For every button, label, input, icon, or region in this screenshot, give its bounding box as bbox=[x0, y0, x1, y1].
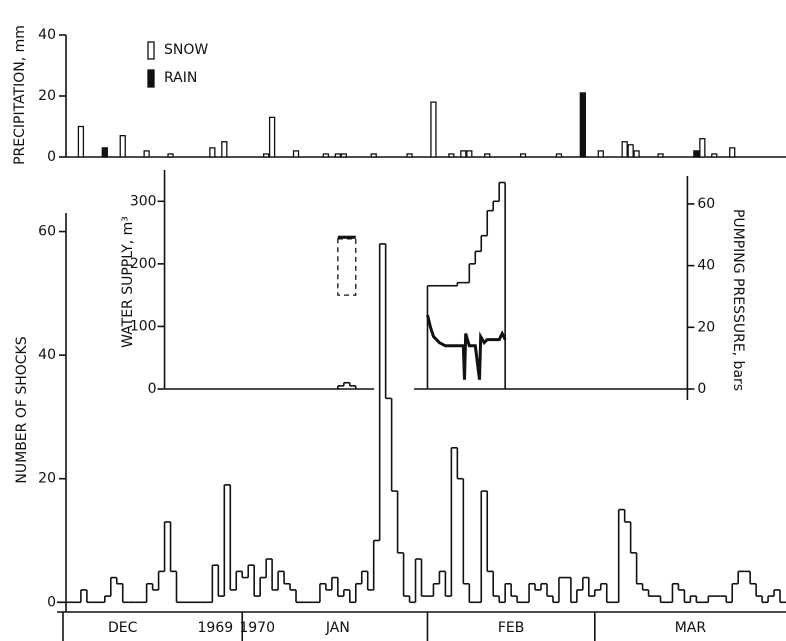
x-tick-label: JAN bbox=[325, 620, 350, 636]
y-tick-label: 300 bbox=[130, 193, 157, 209]
shocks-y-label: NUMBER OF SHOCKS bbox=[14, 336, 30, 483]
y-tick-label: 100 bbox=[130, 318, 157, 334]
precip-bar bbox=[657, 153, 664, 158]
y-tick-label: 20 bbox=[697, 319, 715, 335]
estimate-range bbox=[337, 238, 357, 296]
y-tick-label: 40 bbox=[697, 258, 715, 274]
precip-bar bbox=[621, 141, 628, 158]
precip-bar bbox=[406, 153, 413, 158]
y-tick-label: 60 bbox=[38, 224, 56, 240]
precip-bar bbox=[221, 141, 228, 158]
precip-bar bbox=[334, 153, 341, 158]
estimate-top bbox=[337, 235, 356, 239]
legend-swatch bbox=[147, 69, 155, 88]
y-tick-label: 200 bbox=[130, 256, 157, 272]
precip-bar bbox=[448, 153, 455, 158]
precip-bar bbox=[627, 144, 634, 158]
precip-bar bbox=[292, 150, 300, 158]
legend-swatch bbox=[147, 41, 155, 60]
pressure-line bbox=[426, 314, 507, 380]
x-tick-label: 1969 bbox=[198, 620, 234, 636]
y-tick-label: 0 bbox=[47, 149, 56, 165]
precip-bar bbox=[209, 147, 216, 158]
x-tick-label: MAR bbox=[675, 620, 707, 636]
precip-bar bbox=[711, 153, 718, 158]
y-tick-label: 60 bbox=[697, 196, 715, 212]
precip-bar bbox=[633, 150, 640, 158]
precip-bar bbox=[77, 125, 85, 158]
x-tick-label: 1970 bbox=[239, 620, 275, 636]
precip-bar bbox=[460, 150, 467, 158]
precip-bar bbox=[143, 150, 150, 158]
precip-bar bbox=[555, 153, 563, 158]
precip-bar bbox=[466, 150, 473, 158]
precip-bar bbox=[699, 138, 706, 158]
legend-label: RAIN bbox=[164, 70, 197, 86]
y-tick-label: 20 bbox=[38, 471, 56, 487]
precip-bar bbox=[101, 147, 108, 158]
precip-bar bbox=[729, 147, 736, 158]
precip-bar bbox=[322, 153, 330, 158]
y-tick-label: 0 bbox=[47, 594, 56, 610]
y-tick-label: 40 bbox=[38, 27, 56, 43]
precip-bar bbox=[693, 150, 700, 158]
precip-bar bbox=[370, 153, 377, 158]
y-tick-label: 0 bbox=[697, 381, 706, 397]
y-tick-label: 0 bbox=[148, 381, 157, 397]
y-tick-label: 40 bbox=[38, 347, 56, 363]
precip-bar bbox=[519, 153, 527, 158]
precip-bar bbox=[262, 153, 270, 158]
precip-y-label: PRECIPITATION, mm bbox=[12, 25, 28, 165]
water-y-label: WATER SUPPLY, m³ bbox=[120, 216, 136, 348]
precip-bar bbox=[268, 116, 276, 158]
precip-bar bbox=[119, 134, 126, 158]
y-tick-label: 20 bbox=[38, 88, 56, 104]
precip-bar bbox=[597, 150, 604, 158]
legend-label: SNOW bbox=[164, 42, 208, 58]
pressure-y-label: PUMPING PRESSURE, bars bbox=[730, 209, 746, 391]
precip-bar bbox=[484, 153, 491, 158]
precip-bar bbox=[579, 92, 586, 158]
precip-bar bbox=[340, 153, 347, 158]
precip-bar bbox=[167, 153, 174, 158]
x-tick-label: DEC bbox=[108, 620, 138, 636]
x-tick-label: FEB bbox=[498, 620, 525, 636]
precip-bar bbox=[430, 101, 437, 158]
